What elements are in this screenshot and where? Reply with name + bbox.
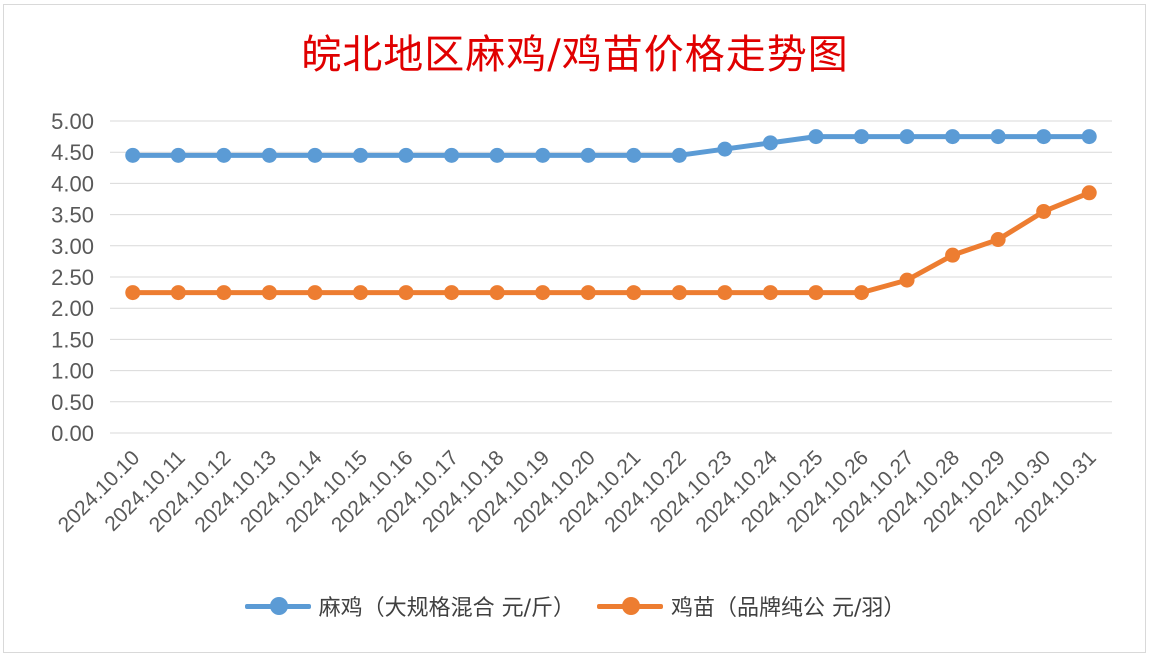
data-point-series-2 xyxy=(444,285,460,301)
data-point-series-1 xyxy=(216,147,232,163)
data-point-series-1 xyxy=(307,147,323,163)
series-line-2 xyxy=(130,190,1092,296)
data-point-series-2 xyxy=(626,285,642,301)
data-point-series-1 xyxy=(580,147,596,163)
data-point-series-2 xyxy=(535,285,551,301)
data-point-series-2 xyxy=(580,285,596,301)
data-point-series-2 xyxy=(489,285,505,301)
data-point-series-1 xyxy=(899,129,915,145)
data-point-series-2 xyxy=(899,272,915,288)
data-point-series-2 xyxy=(261,285,277,301)
data-point-series-2 xyxy=(717,285,733,301)
y-tick-label: 1.50 xyxy=(51,327,94,352)
data-point-series-2 xyxy=(170,285,186,301)
chart-title: 皖北地区麻鸡/鸡苗价格走势图 xyxy=(301,32,849,78)
y-tick-label: 4.00 xyxy=(51,171,94,196)
data-point-series-2 xyxy=(1036,203,1052,219)
y-tick-label: 3.00 xyxy=(51,234,94,259)
y-tick-label: 3.50 xyxy=(51,203,94,228)
data-point-series-1 xyxy=(170,147,186,163)
legend-label-series-1: 麻鸡（大规格混合 元/斤） xyxy=(318,596,575,621)
legend-item-majî: 麻鸡（大规格混合 元/斤） xyxy=(244,590,575,622)
y-tick-label: 1.00 xyxy=(51,359,94,384)
data-point-series-1 xyxy=(945,129,961,145)
legend-label-series-2: 鸡苗（品牌纯公 元/羽） xyxy=(671,596,906,621)
data-point-series-1 xyxy=(671,147,687,163)
data-point-series-2 xyxy=(353,285,368,301)
data-point-series-2 xyxy=(854,285,869,301)
y-axis-tick-labels: 0.00 0.50 1.00 1.50 2.00 2.50 3.00 3.50 4.00 4.50… xyxy=(51,109,94,446)
y-tick-label: 5.00 xyxy=(51,109,94,134)
data-point-series-2 xyxy=(671,285,687,301)
data-point-series-1 xyxy=(489,147,505,163)
legend-swatch-series-1 xyxy=(244,597,311,615)
data-point-series-1 xyxy=(717,141,733,157)
data-point-series-2 xyxy=(398,285,414,301)
data-point-series-1 xyxy=(353,147,368,163)
data-point-series-2 xyxy=(125,285,141,301)
series-layer xyxy=(125,129,1097,301)
data-point-series-1 xyxy=(808,129,824,145)
y-tick-label: 0.50 xyxy=(51,390,94,415)
data-point-series-1 xyxy=(1081,129,1097,145)
data-point-series-1 xyxy=(762,135,778,151)
legend: 麻鸡（大规格混合 元/斤） 鸡苗（品牌纯公 元/羽） xyxy=(0,590,1150,622)
data-point-series-2 xyxy=(990,232,1006,248)
data-point-series-1 xyxy=(854,129,869,145)
data-point-series-1 xyxy=(1036,129,1052,145)
gridlines xyxy=(110,120,1112,434)
data-point-series-1 xyxy=(444,147,460,163)
data-point-series-1 xyxy=(398,147,414,163)
y-tick-label: 2.50 xyxy=(51,265,94,290)
legend-item-jimiao: 鸡苗（品牌纯公 元/羽） xyxy=(597,590,905,622)
y-tick-label: 4.50 xyxy=(51,140,94,165)
data-point-series-2 xyxy=(808,285,824,301)
data-point-series-2 xyxy=(762,285,778,301)
data-point-series-1 xyxy=(125,147,141,163)
y-tick-label: 0.00 xyxy=(51,421,94,446)
data-point-series-2 xyxy=(216,285,232,301)
x-axis-tick-labels: 2024.10.102024.10.112024.10.122024.10.13… xyxy=(54,446,1101,537)
legend-swatch-series-2 xyxy=(597,597,663,615)
data-point-series-2 xyxy=(307,285,323,301)
data-point-series-2 xyxy=(1081,185,1097,201)
data-point-series-1 xyxy=(261,147,277,163)
chart-frame xyxy=(3,4,1146,653)
data-point-series-2 xyxy=(945,247,961,263)
data-point-series-1 xyxy=(535,147,551,163)
y-tick-label: 2.00 xyxy=(51,296,94,321)
data-point-series-1 xyxy=(626,147,642,163)
data-point-series-1 xyxy=(990,129,1006,145)
series-line-1 xyxy=(130,134,1092,158)
